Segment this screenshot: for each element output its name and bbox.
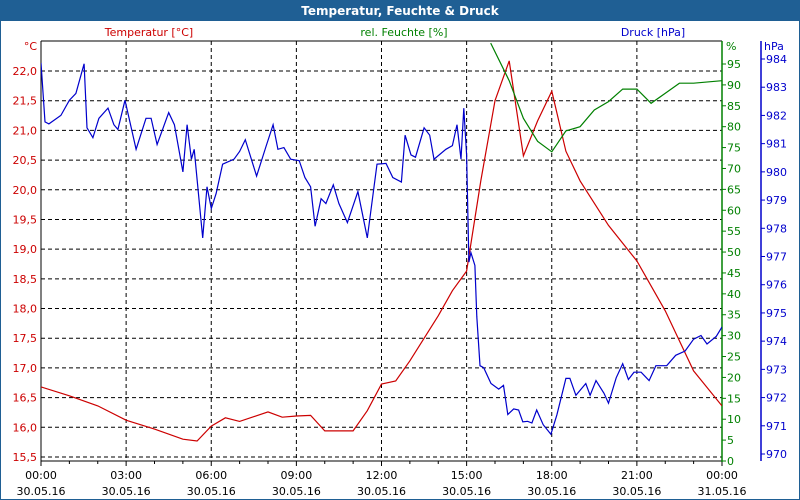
unit-humidity: %: [726, 40, 736, 53]
y-tick-pressure: 972: [766, 392, 787, 405]
series-line-humidity: [490, 42, 722, 153]
legend-temperature: Temperatur [°C]: [104, 26, 193, 39]
x-tick-date: 30.05.16: [442, 485, 491, 498]
y-tick-humidity: 40: [727, 288, 741, 301]
unit-temperature: °C: [24, 40, 38, 53]
y-tick-pressure: 971: [766, 420, 787, 433]
y-tick-temperature: 21,0: [13, 124, 38, 137]
x-tick-time: 09:00: [281, 469, 313, 482]
y-tick-temperature: 21,5: [13, 95, 38, 108]
y-tick-pressure: 976: [766, 279, 787, 292]
y-tick-humidity: 90: [727, 79, 741, 92]
x-tick-date: 30.05.16: [357, 485, 406, 498]
y-tick-temperature: 18,0: [13, 303, 38, 316]
y-tick-pressure: 973: [766, 363, 787, 376]
legend-pressure: Druck [hPa]: [621, 26, 685, 39]
y-tick-pressure: 978: [766, 222, 787, 235]
y-tick-humidity: 75: [727, 142, 741, 155]
y-tick-pressure: 983: [766, 81, 787, 94]
y-tick-temperature: 15,5: [13, 451, 38, 464]
x-tick-date: 31.05.16: [698, 485, 747, 498]
series-line-temperature: [41, 60, 722, 442]
y-tick-temperature: 20,5: [13, 154, 38, 167]
y-tick-humidity: 50: [727, 246, 741, 259]
x-tick-date: 30.05.16: [612, 485, 661, 498]
x-tick-time: 03:00: [110, 469, 142, 482]
y-tick-temperature: 16,0: [13, 421, 38, 434]
y-tick-humidity: 30: [727, 330, 741, 343]
y-tick-humidity: 35: [727, 309, 741, 322]
y-tick-temperature: 18,5: [13, 273, 38, 286]
y-tick-humidity: 10: [727, 413, 741, 426]
x-tick-time: 15:00: [451, 469, 483, 482]
y-tick-humidity: 70: [727, 162, 741, 175]
x-tick-time: 00:00: [25, 469, 57, 482]
y-tick-humidity: 65: [727, 183, 741, 196]
unit-pressure: hPa: [764, 40, 784, 53]
legend-humidity: rel. Feuchte [%]: [360, 26, 447, 39]
x-tick-date: 30.05.16: [527, 485, 576, 498]
y-tick-temperature: 19,0: [13, 243, 38, 256]
y-tick-pressure: 974: [766, 335, 787, 348]
y-tick-pressure: 981: [766, 138, 787, 151]
y-tick-temperature: 17,5: [13, 332, 38, 345]
y-tick-temperature: 19,5: [13, 213, 38, 226]
y-tick-humidity: 95: [727, 58, 741, 71]
y-tick-temperature: 17,0: [13, 362, 38, 375]
y-tick-pressure: 979: [766, 194, 787, 207]
y-tick-pressure: 980: [766, 166, 787, 179]
series-line-pressure: [41, 62, 722, 436]
y-tick-pressure: 982: [766, 109, 787, 122]
y-tick-pressure: 975: [766, 307, 787, 320]
y-tick-temperature: 20,0: [13, 184, 38, 197]
x-tick-time: 21:00: [621, 469, 653, 482]
y-tick-humidity: 20: [727, 371, 741, 384]
x-tick-time: 00:00: [706, 469, 738, 482]
y-tick-humidity: 25: [727, 351, 741, 364]
y-tick-humidity: 60: [727, 204, 741, 217]
y-tick-humidity: 0: [727, 455, 734, 468]
y-tick-humidity: 80: [727, 121, 741, 134]
x-tick-time: 18:00: [536, 469, 568, 482]
x-tick-date: 30.05.16: [187, 485, 236, 498]
x-tick-date: 30.05.16: [102, 485, 151, 498]
y-tick-humidity: 85: [727, 100, 741, 113]
y-tick-humidity: 15: [727, 392, 741, 405]
x-tick-time: 12:00: [366, 469, 398, 482]
y-tick-humidity: 45: [727, 267, 741, 280]
y-tick-humidity: 55: [727, 225, 741, 238]
x-tick-date: 30.05.16: [17, 485, 66, 498]
y-tick-temperature: 16,5: [13, 392, 38, 405]
y-tick-pressure: 970: [766, 448, 787, 461]
x-tick-time: 06:00: [195, 469, 227, 482]
y-tick-temperature: 22,0: [13, 65, 38, 78]
x-tick-date: 30.05.16: [272, 485, 321, 498]
window-title: Temperatur, Feuchte & Druck: [1, 1, 799, 21]
y-tick-humidity: 5: [727, 434, 734, 447]
y-tick-pressure: 984: [766, 53, 787, 66]
y-tick-pressure: 977: [766, 251, 787, 264]
